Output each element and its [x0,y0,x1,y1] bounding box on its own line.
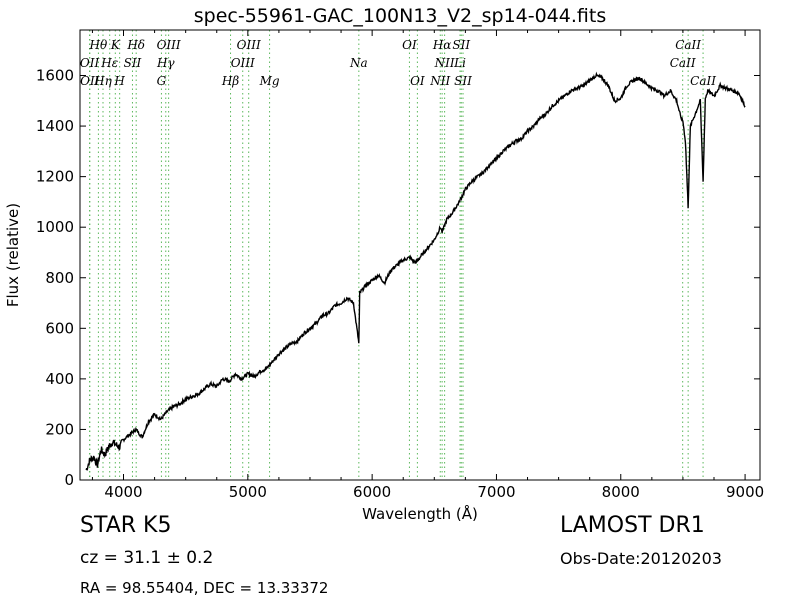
spectral-line-label: Hθ [89,38,108,52]
spectral-line-label: Hε [100,56,118,70]
spectral-line-label: CaII [690,74,716,88]
spectral-line-label: OII [80,56,100,70]
spectral-line-label: H [113,74,125,88]
spectral-line-label: CaII [675,38,701,52]
spectral-line-label: Li [453,56,466,70]
obs-date: Obs-Date:20120203 [560,549,722,568]
y-tick-label: 200 [45,420,74,438]
x-tick-label: 9000 [726,483,764,501]
plot-frame [79,29,761,481]
ra-dec: RA = 98.55404, DEC = 13.33372 [80,579,329,597]
spectral-line-label: Hβ [221,74,239,88]
spectral-line-label: Na [349,56,368,70]
y-axis-label: Flux (relative) [4,202,22,308]
x-axis-label: Wavelength (Å) [362,505,478,523]
y-tick-label: 0 [64,471,74,489]
spectral-line-label: Mg [259,74,280,88]
spectral-line-label: OI [402,38,417,52]
spectral-line-label: OI [410,74,425,88]
spectral-line-label: NII [429,74,450,88]
y-tick-label: 600 [45,319,74,337]
y-tick-label: 800 [45,269,74,287]
spectral-line-label: Hη [93,74,112,88]
spectral-line-label: NII [434,56,455,70]
y-tick-label: 1200 [36,168,74,186]
spectral-line-label: SII [124,56,142,70]
y-tick-label: 400 [45,370,74,388]
x-tick-label: 4000 [104,483,142,501]
spectral-line-label: K [110,38,121,52]
spectral-line-label: OIII [231,56,255,70]
y-tick-label: 1600 [36,67,74,85]
spectrum-line [85,71,746,471]
spectral-line-label: Hα [432,38,452,52]
spectral-line-label: OIII [237,38,261,52]
axes: 4000 5000 6000 7000 8000 9000 0 200 400 600 800 100… [36,29,764,501]
spectral-line-label: SII [454,74,472,88]
x-tick-label: 5000 [229,483,267,501]
y-tick-label: 1400 [36,117,74,135]
line-markers [89,30,704,480]
redshift-cz: cz = 31.1 ± 0.2 [80,548,214,568]
spectral-line-label: OII [80,74,100,88]
spectral-line-label: Hγ [156,56,175,70]
spectral-line-label: SII [452,38,470,52]
chart-title: spec-55961-GAC_100N13_V2_sp14-044.fits [193,5,607,27]
y-tick-label: 1000 [36,218,74,236]
object-class: STAR K5 [80,513,172,538]
spectral-line-label: G [157,74,167,88]
spectral-line-label: CaII [670,56,696,70]
x-tick-label: 7000 [477,483,515,501]
x-tick-label: 6000 [353,483,391,501]
spectral-line-label: OIII [157,38,181,52]
survey-name: LAMOST DR1 [560,513,705,538]
x-tick-label: 8000 [602,483,640,501]
spectral-line-label: Hδ [126,38,145,52]
